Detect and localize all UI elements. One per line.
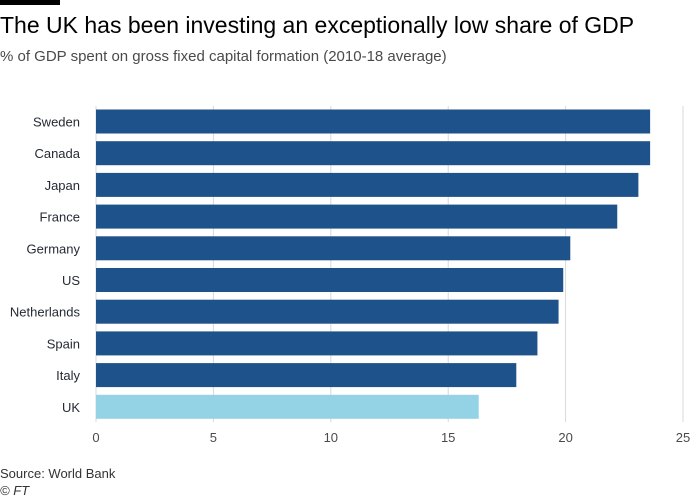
category-label: Spain — [47, 336, 80, 351]
category-label: Canada — [34, 146, 80, 161]
x-tick-label: 25 — [676, 430, 690, 445]
source-note: Source: World Bank — [0, 466, 116, 481]
x-tick-label: 20 — [558, 430, 572, 445]
chart-subtitle: % of GDP spent on gross fixed capital fo… — [0, 48, 447, 65]
category-label: Netherlands — [10, 305, 81, 320]
x-tick-label: 15 — [441, 430, 455, 445]
credit-note: © FT — [0, 483, 30, 498]
x-tick-label: 10 — [324, 430, 338, 445]
category-label: US — [62, 273, 80, 288]
bar-italy — [96, 363, 517, 388]
category-label: Italy — [56, 368, 80, 383]
tick-label-layer: 0 5 10 15 20 25 — [92, 430, 690, 445]
category-label: Japan — [45, 178, 80, 193]
brand-bar — [0, 0, 60, 5]
bar-us — [96, 268, 564, 292]
bar-france — [96, 204, 618, 229]
category-label-layer: Sweden Canada Japan France Germany US Netherla… — [10, 115, 81, 415]
category-label: France — [40, 210, 80, 225]
chart-title: The UK has been investing an exceptional… — [0, 12, 635, 38]
bar-sweden — [96, 109, 651, 134]
bar-uk — [96, 394, 479, 419]
category-label: Sweden — [33, 115, 80, 130]
bar-canada — [96, 141, 651, 166]
bar-spain — [96, 331, 538, 356]
x-tick-label: 5 — [210, 430, 217, 445]
bar-netherlands — [96, 299, 559, 324]
bar-germany — [96, 236, 571, 261]
category-label: Germany — [27, 241, 81, 256]
bar-japan — [96, 172, 639, 197]
category-label: UK — [62, 400, 80, 415]
x-tick-label: 0 — [92, 430, 99, 445]
bar-layer — [96, 109, 651, 419]
